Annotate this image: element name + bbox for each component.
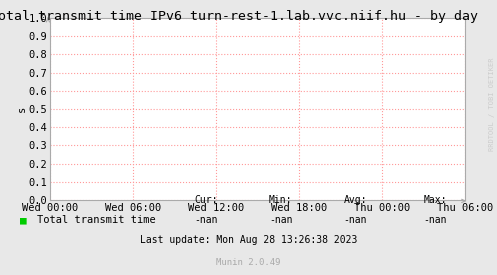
Text: Max:: Max: bbox=[423, 195, 447, 205]
Text: -nan: -nan bbox=[343, 215, 367, 225]
Text: -nan: -nan bbox=[423, 215, 447, 225]
Text: RRDTOOL / TOBI OETIKER: RRDTOOL / TOBI OETIKER bbox=[489, 58, 495, 151]
Text: -nan: -nan bbox=[194, 215, 218, 225]
Text: Cur:: Cur: bbox=[194, 195, 218, 205]
Text: ■: ■ bbox=[20, 215, 27, 225]
Text: -nan: -nan bbox=[269, 215, 293, 225]
Text: Last update: Mon Aug 28 13:26:38 2023: Last update: Mon Aug 28 13:26:38 2023 bbox=[140, 235, 357, 245]
Text: Munin 2.0.49: Munin 2.0.49 bbox=[216, 258, 281, 267]
Text: Total transmit time: Total transmit time bbox=[37, 215, 156, 225]
Text: Total transmit time IPv6 turn-rest-1.lab.vvc.niif.hu - by day: Total transmit time IPv6 turn-rest-1.lab… bbox=[0, 10, 478, 23]
Text: Avg:: Avg: bbox=[343, 195, 367, 205]
Text: Min:: Min: bbox=[269, 195, 293, 205]
Y-axis label: s: s bbox=[17, 106, 27, 112]
